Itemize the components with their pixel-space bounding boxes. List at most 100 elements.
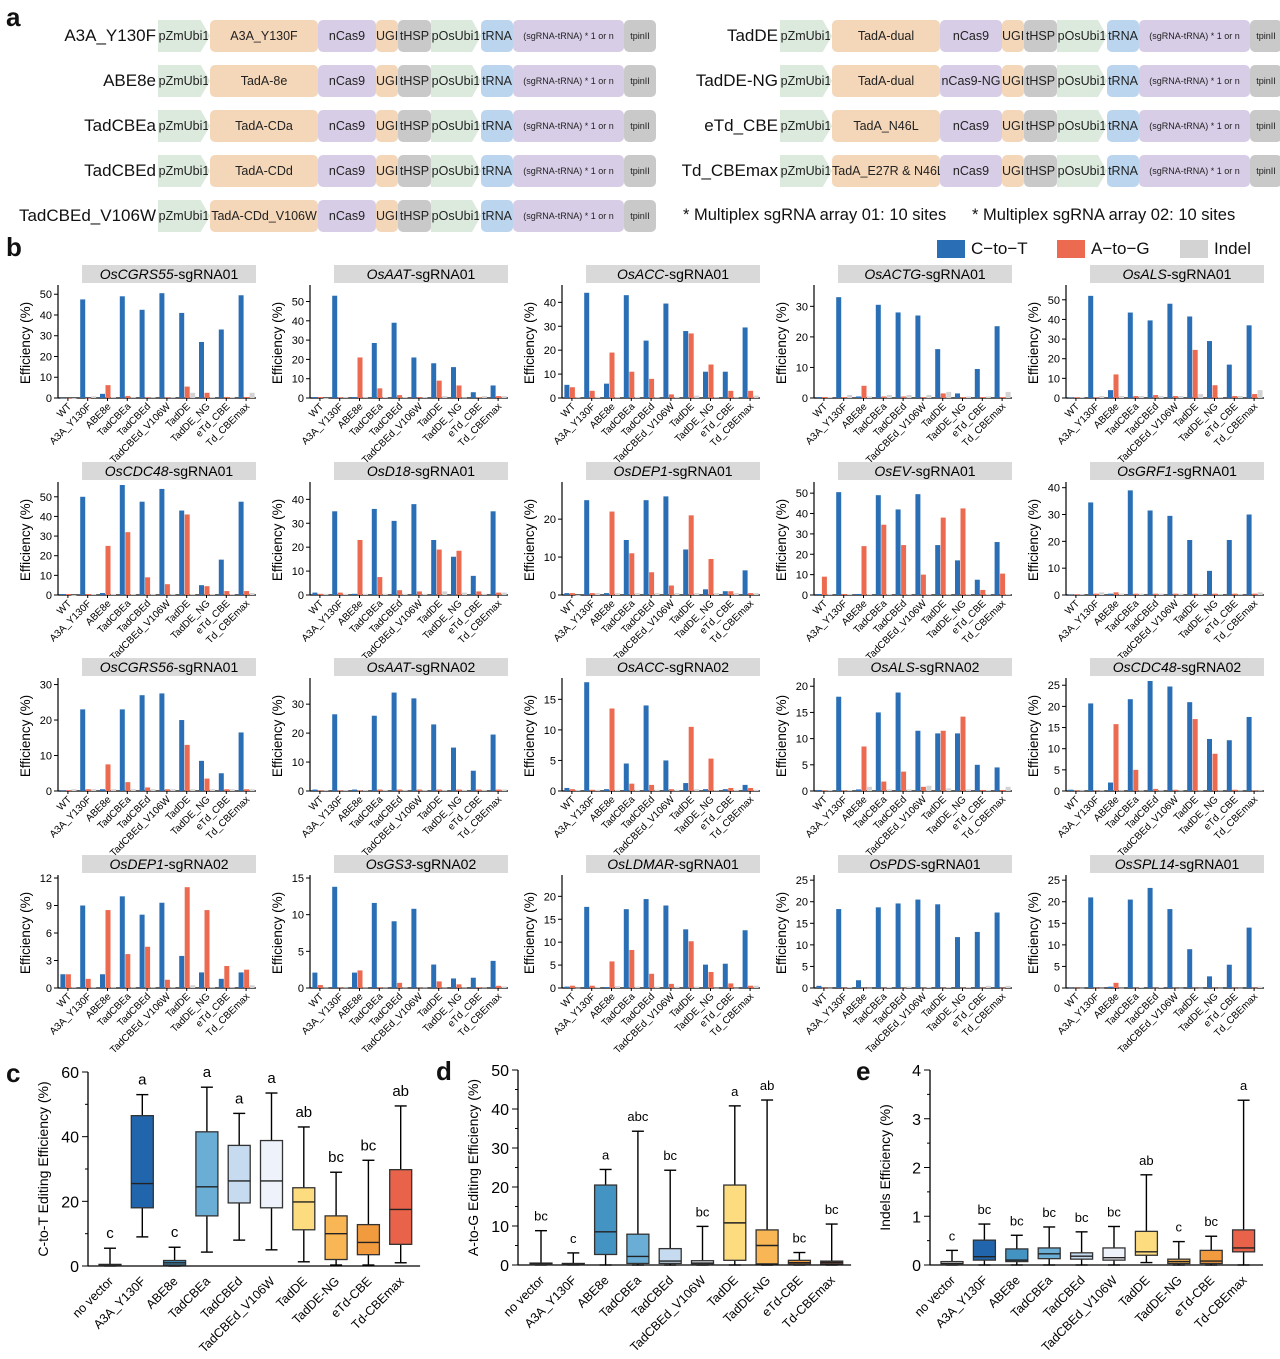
y-tick-label: 10: [544, 725, 556, 737]
bar-c-to-t: [915, 899, 921, 988]
y-tick-label: 0: [802, 786, 808, 798]
chart-title-box: [334, 461, 508, 480]
bar-indel: [481, 593, 487, 595]
bar-a-to-g: [244, 789, 250, 791]
legend-label: Indel: [1214, 239, 1251, 258]
y-tick-label: 10: [796, 362, 808, 374]
bar-indel: [363, 987, 368, 988]
y-tick-label: 20: [1048, 354, 1060, 366]
y-tick-label: 0: [1054, 590, 1060, 602]
bar-indel: [753, 789, 759, 791]
bar-c-to-t: [915, 493, 921, 595]
box: [389, 1168, 413, 1245]
panel-letter-b: b: [6, 232, 22, 262]
bar-indel: [111, 987, 116, 988]
bar-a-to-g: [125, 782, 131, 791]
bar-indel: [847, 593, 853, 595]
y-axis-label: Indels Efficiency (%): [877, 1104, 893, 1231]
box: [1199, 1249, 1223, 1265]
construct-part-sgrna: (sgRNA-tRNA) * 1 or n: [513, 110, 624, 142]
bar-c-to-t: [935, 544, 941, 595]
y-axis-label: Efficiency (%): [270, 695, 285, 777]
bar-indel: [1138, 396, 1144, 398]
bar-indel: [249, 392, 255, 398]
y-tick-label: 20: [61, 1194, 79, 1211]
bar-c-to-t: [564, 592, 570, 595]
significance-letter: bc: [978, 1202, 992, 1217]
bar-c-to-t: [895, 312, 901, 398]
bar-indel: [501, 986, 507, 988]
bar-indel: [926, 593, 932, 595]
bar-c-to-t: [816, 397, 822, 398]
y-axis-label: Efficiency (%): [270, 498, 285, 580]
construct-part-ugi: UGI: [376, 200, 398, 232]
bar-a-to-g: [125, 395, 131, 398]
bar-indel: [966, 396, 971, 398]
bar-indel: [847, 394, 853, 398]
construct-part-ugi: UGI: [1002, 110, 1024, 142]
bar-indel: [595, 396, 601, 398]
bar-indel: [111, 789, 116, 791]
bar-c-to-t: [643, 898, 649, 988]
bar-a-to-g: [397, 982, 403, 988]
significance-letter: a: [235, 1090, 244, 1107]
bar-c-to-t: [974, 579, 980, 595]
y-tick-label: 0: [500, 1258, 509, 1275]
site-name: -sgRNA01: [1175, 856, 1240, 872]
chart-title: OsD18-sgRNA01: [367, 463, 475, 479]
bar-a-to-g: [496, 789, 502, 791]
bar-c-to-t: [490, 385, 496, 398]
bar-a-to-g: [609, 352, 615, 398]
bar-indel: [674, 789, 680, 791]
bar-c-to-t: [836, 696, 842, 791]
y-tick-label: 60: [61, 1065, 79, 1082]
chart-title: OsALS-sgRNA02: [871, 659, 980, 675]
bar-a-to-g: [85, 978, 91, 988]
construct-part-deaminase: TadA-CDa: [210, 110, 318, 142]
y-tick-label: 50: [796, 488, 808, 500]
bar-a-to-g: [204, 909, 210, 988]
bar-c-to-t: [411, 908, 417, 988]
y-tick-label: 20: [1048, 536, 1060, 548]
construct-name: TadDE: [726, 26, 778, 45]
bar-indel: [481, 790, 487, 791]
bar-indel: [575, 987, 581, 988]
bar-indel: [363, 593, 368, 595]
bar-c-to-t: [1147, 509, 1153, 595]
bar-a-to-g: [1133, 987, 1139, 988]
bar-indel: [150, 397, 156, 398]
construct-part-cas: nCas9: [318, 200, 376, 232]
bar-a-to-g: [476, 590, 482, 595]
y-tick-label: 0: [298, 983, 304, 995]
bar-indel: [1218, 987, 1223, 988]
y-tick-label: 12: [40, 873, 52, 885]
bar-indel: [753, 985, 759, 988]
bar-chart-OsCGRS55-sgRNA01: OsCGRS55-sgRNA01 Efficiency (%) 0 10 20 30 40 5…: [18, 265, 256, 466]
bar-a-to-g: [649, 378, 655, 398]
construct-part-terminator: tpinII: [1250, 155, 1280, 187]
construct-part-cas: nCas9: [318, 65, 376, 97]
bar-a-to-g: [1113, 591, 1119, 595]
bar-c-to-t: [159, 902, 165, 988]
bar-a-to-g: [960, 716, 966, 791]
significance-letter: bc: [663, 1148, 677, 1163]
bar-indel: [442, 396, 448, 398]
bar-c-to-t: [915, 315, 921, 398]
bar-indel: [190, 984, 196, 988]
bar-indel: [1178, 790, 1184, 792]
construct-part-promoter: pOsUbi1: [431, 155, 481, 187]
bar-indel: [382, 397, 388, 398]
bar-a-to-g: [85, 789, 91, 791]
bar-indel: [733, 987, 739, 988]
construct-part-promoter: pOsUbi1: [1057, 20, 1107, 52]
bar-c-to-t: [1088, 501, 1094, 595]
bar-c-to-t: [895, 508, 901, 595]
bar-indel: [1237, 790, 1243, 792]
box: [658, 1247, 682, 1265]
bar-a-to-g: [1000, 397, 1006, 398]
y-tick-label: 0: [1054, 393, 1060, 405]
construct-part-promoter: pZmUbi1: [158, 20, 210, 52]
bar-a-to-g: [668, 394, 674, 398]
